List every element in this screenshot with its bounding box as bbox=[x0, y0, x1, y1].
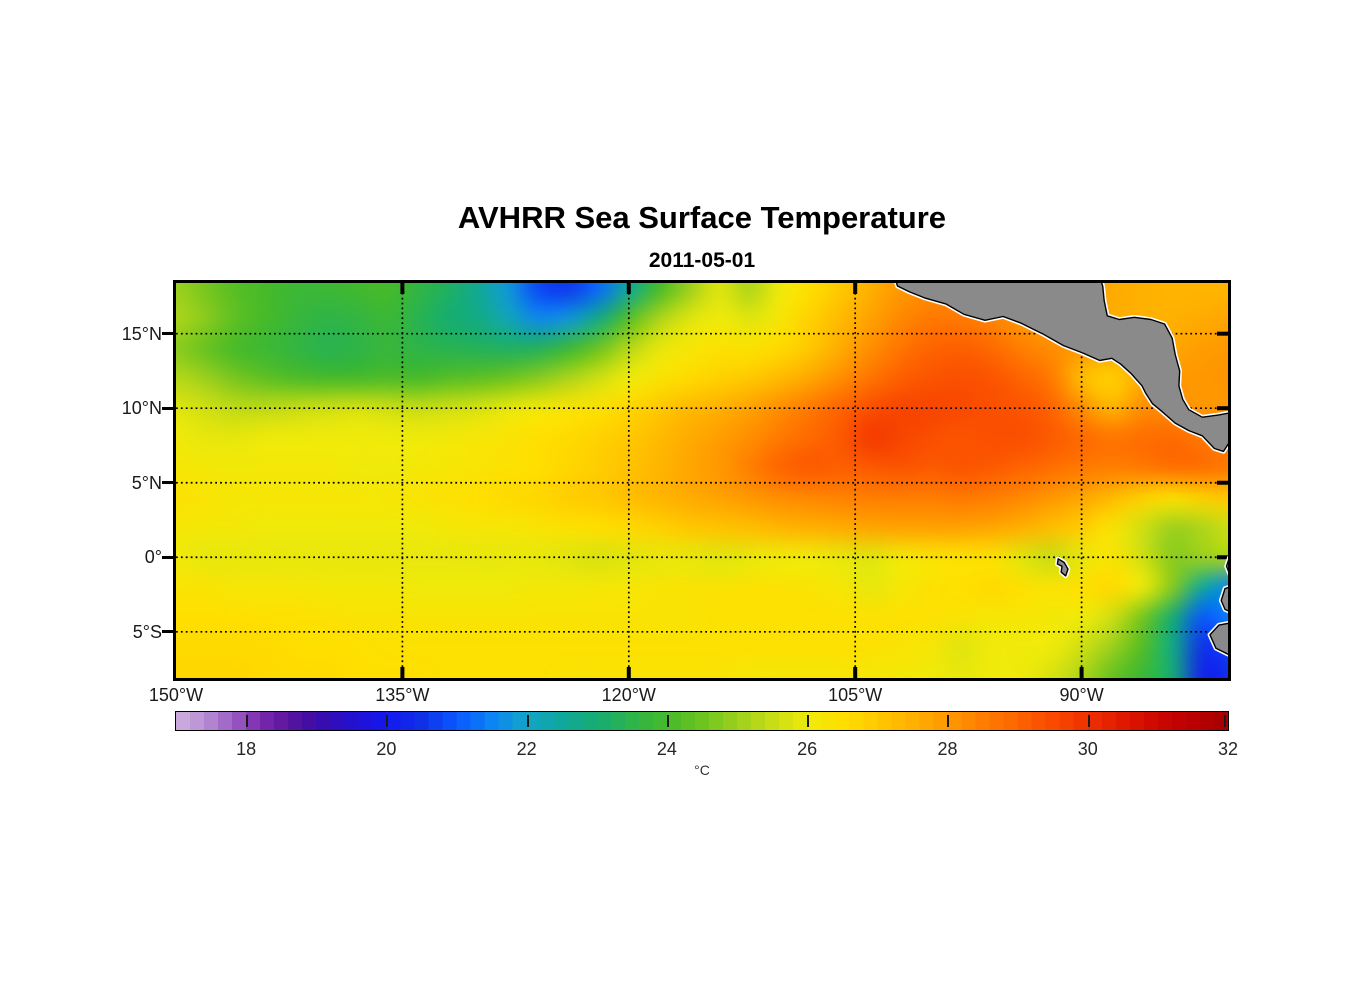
colorbar-tick-label: 20 bbox=[376, 739, 397, 759]
y-tick-label: 15°N bbox=[121, 323, 162, 344]
tick-mark bbox=[626, 283, 631, 294]
tick-mark bbox=[626, 667, 631, 678]
tick-mark bbox=[1217, 480, 1228, 485]
sst-heatmap bbox=[176, 283, 1228, 678]
colorbar-tick-mark bbox=[1224, 715, 1226, 727]
x-tick-label: 105°W bbox=[828, 685, 883, 705]
land-south-america-ecuador-north bbox=[1225, 559, 1228, 572]
colorbar-tick-label: 22 bbox=[516, 739, 537, 759]
colorbar-gradient bbox=[176, 712, 1228, 730]
y-tick-label: 5°S bbox=[132, 621, 162, 642]
land-galapagos bbox=[1056, 558, 1069, 577]
colorbar-tick-mark bbox=[666, 715, 669, 727]
land-south-america-ecuador bbox=[1220, 586, 1228, 612]
tick-mark bbox=[400, 283, 405, 294]
chart-title: AVHRR Sea Surface Temperature bbox=[457, 200, 947, 235]
colorbar-tick-mark bbox=[246, 715, 249, 727]
y-tick-mark bbox=[162, 630, 173, 634]
colorbar-tick-mark bbox=[947, 715, 950, 727]
y-tick-mark bbox=[162, 481, 173, 485]
x-tick-label: 150°W bbox=[148, 685, 204, 705]
y-tick-label: 0° bbox=[144, 547, 162, 568]
colorbar-tick-label: 30 bbox=[1077, 739, 1098, 759]
colorbar-tick-mark bbox=[386, 715, 389, 727]
x-tick-label: 120°W bbox=[601, 685, 656, 705]
colorbar-tick-label: 32 bbox=[1217, 739, 1239, 759]
y-tick-mark bbox=[162, 332, 173, 336]
colorbar-tick-label: 26 bbox=[797, 739, 818, 759]
tick-mark bbox=[853, 283, 858, 294]
tick-mark bbox=[1217, 555, 1228, 560]
tick-mark bbox=[1217, 406, 1228, 411]
x-tick-label: 135°W bbox=[375, 685, 430, 705]
colorbar-tick-mark bbox=[1087, 715, 1090, 727]
tick-mark bbox=[1217, 331, 1228, 336]
colorbar-tick-label: 24 bbox=[656, 739, 677, 759]
map-area bbox=[173, 280, 1231, 681]
land-central-america bbox=[895, 283, 1228, 453]
colorbar-unit-label: °C bbox=[694, 762, 710, 778]
y-tick-label: 5°N bbox=[131, 472, 162, 493]
colorbar-tick-label: 28 bbox=[937, 739, 958, 759]
tick-mark bbox=[1079, 667, 1084, 678]
land-south-america-peru bbox=[1209, 622, 1228, 655]
x-tick-label: 90°W bbox=[1059, 685, 1104, 705]
tick-mark bbox=[400, 667, 405, 678]
colorbar-tick-label: 18 bbox=[236, 739, 257, 759]
y-tick-label: 10°N bbox=[121, 398, 162, 419]
tick-mark bbox=[853, 667, 858, 678]
colorbar-tick-mark bbox=[807, 715, 810, 727]
map-overlay bbox=[176, 283, 1228, 678]
colorbar-tick-mark bbox=[526, 715, 529, 727]
colorbar bbox=[175, 711, 1229, 731]
y-tick-mark bbox=[162, 406, 173, 410]
chart-date: 2011-05-01 bbox=[648, 249, 756, 272]
y-tick-mark bbox=[162, 555, 173, 559]
